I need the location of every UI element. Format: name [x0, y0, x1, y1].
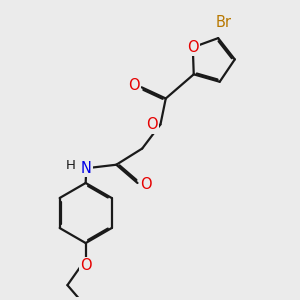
Text: N: N — [81, 161, 92, 176]
Text: O: O — [128, 78, 140, 93]
Text: O: O — [80, 258, 92, 273]
Text: Br: Br — [216, 15, 232, 30]
Text: H: H — [66, 159, 76, 172]
Text: O: O — [187, 40, 199, 55]
Text: O: O — [146, 118, 158, 133]
Text: O: O — [140, 177, 152, 192]
